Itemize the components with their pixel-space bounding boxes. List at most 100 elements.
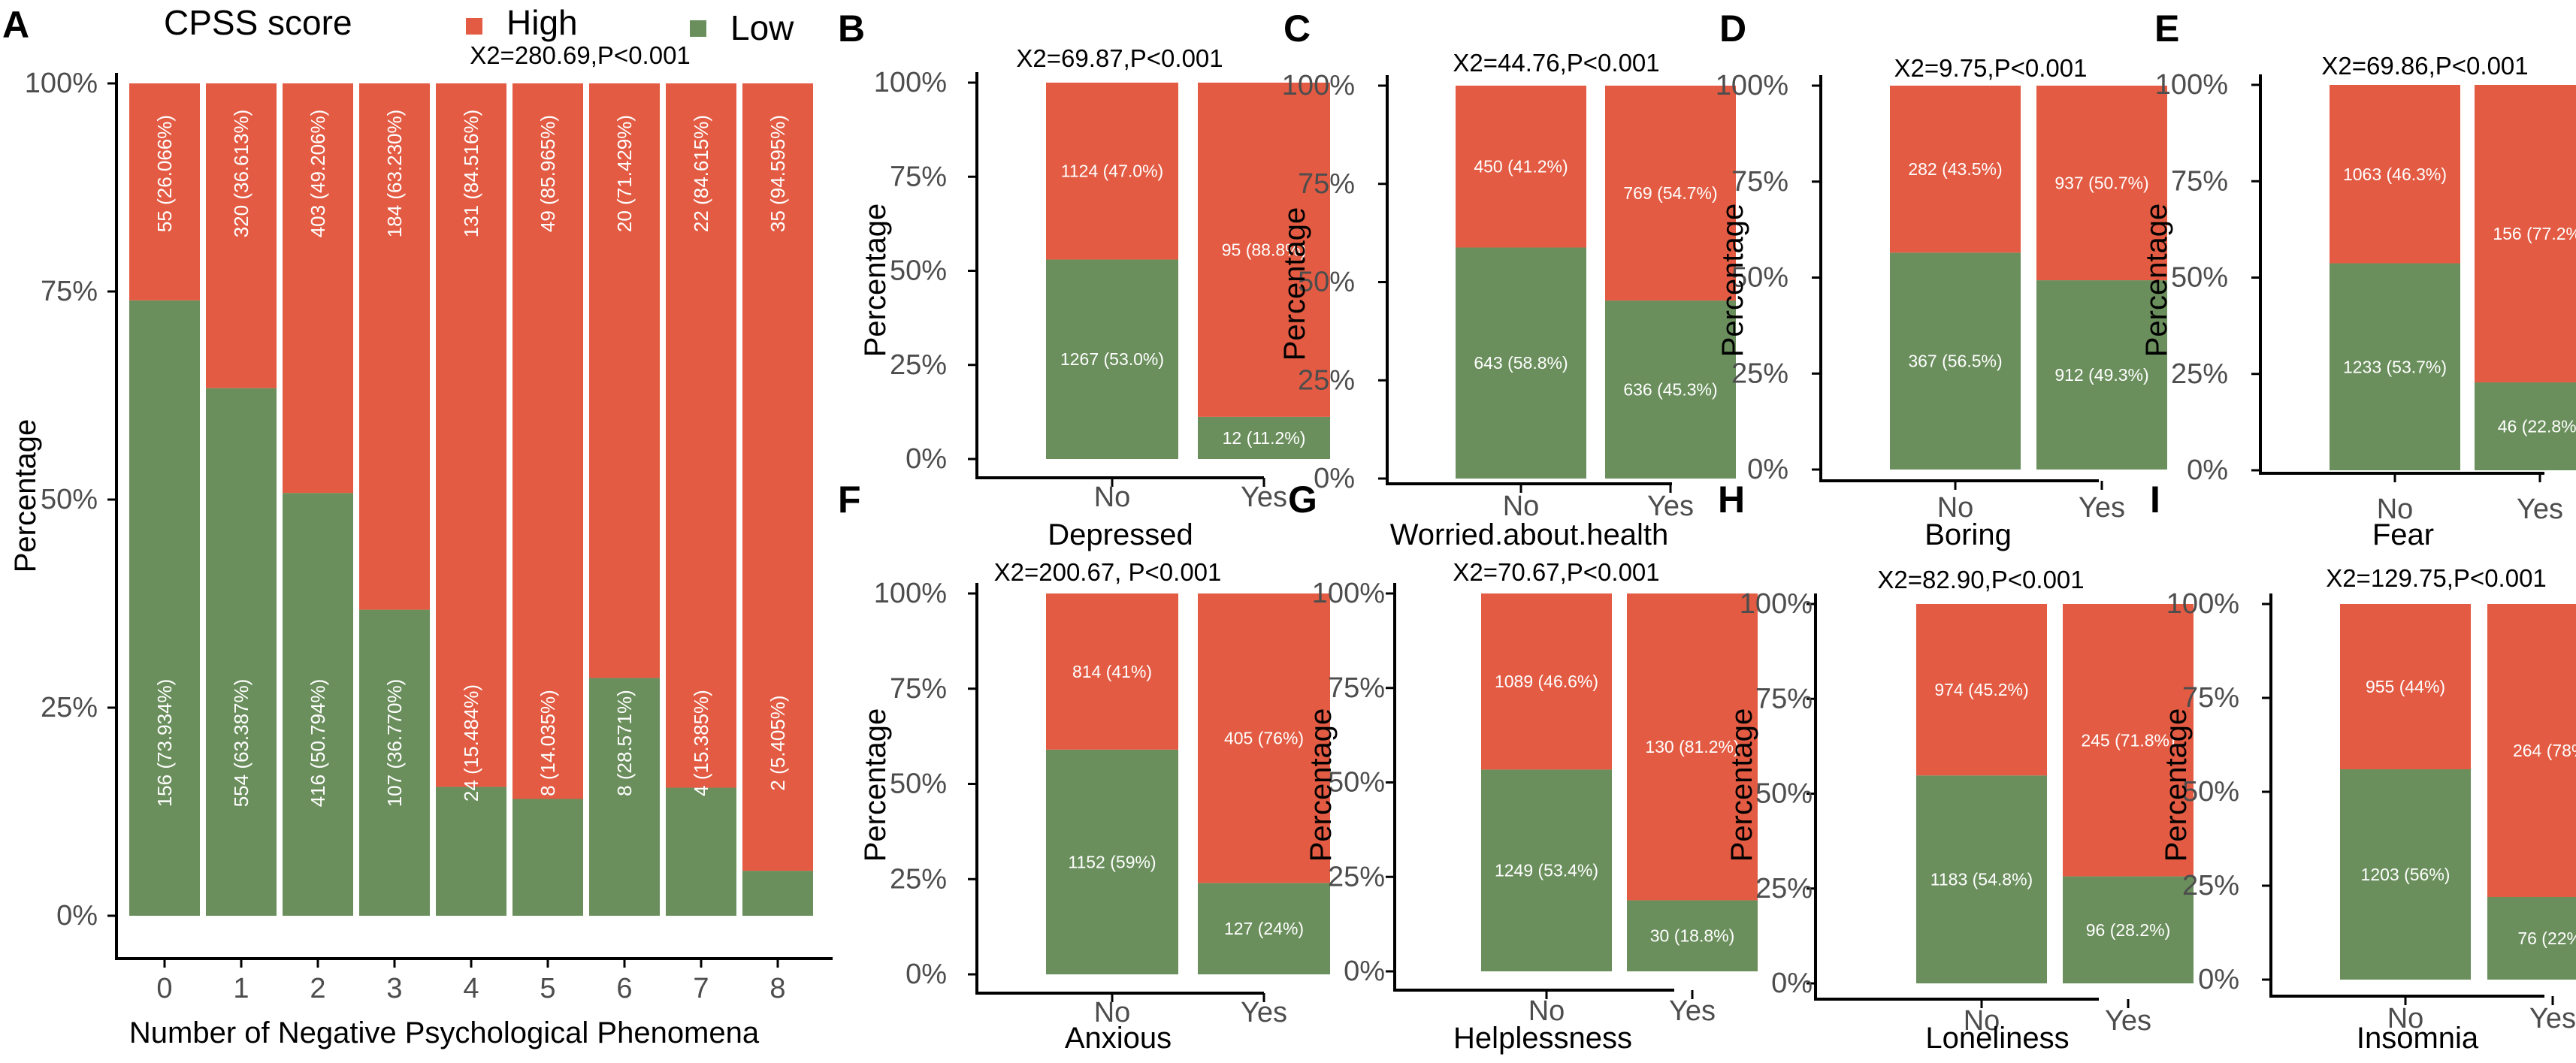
bar-low <box>2063 876 2194 983</box>
y-tick-label: 0% <box>906 443 947 475</box>
bar-low-label: 1183 (54.8%) <box>1930 870 2033 889</box>
x-tick-label: Yes <box>2079 492 2125 524</box>
y-tick-label: 0% <box>1747 454 1788 485</box>
panel-stat-title: X2=44.76,P<0.001 <box>1453 49 1659 77</box>
y-tick-label: 0% <box>906 959 947 990</box>
bar-high <box>666 83 736 788</box>
x-tick-label: Yes <box>1241 482 1287 513</box>
axes <box>975 583 1264 995</box>
bar-low <box>1046 259 1178 459</box>
bar-low-label: 12 (11.2%) <box>1223 428 1306 448</box>
x-tick-label: 5 <box>540 973 555 1004</box>
bar-low <box>1605 300 1736 479</box>
bar-high <box>1916 604 2047 776</box>
bar-low-label: 127 (24%) <box>1224 919 1304 938</box>
x-tick-label: Yes <box>1647 491 1694 522</box>
axes <box>1819 75 2099 482</box>
bar-high <box>1046 83 1178 260</box>
bar-high <box>512 83 583 799</box>
legend: CPSS score High Low <box>164 3 794 47</box>
panel-e: E X2=69.86,P<0.001 1233 (53.7%) 1063 (46.3%… <box>2140 8 2576 551</box>
bar-low-label: 1249 (53.4%) <box>1495 861 1598 880</box>
bar-high-label: 403 (49.206%) <box>307 110 329 238</box>
x-axis-label: Number of Negative Psychological Phenome… <box>129 1016 760 1049</box>
bar-low <box>2036 280 2167 470</box>
axes <box>2269 593 2544 998</box>
y-tick-label: 75% <box>41 276 98 307</box>
bar-high-label: 814 (41%) <box>1072 662 1152 681</box>
legend-high-label: High <box>506 3 578 42</box>
panel-stat-title: X2=280.69,P<0.001 <box>470 41 691 69</box>
panel-letter: I <box>2150 479 2160 521</box>
panel-d: D X2=9.75,P<0.001 367 (56.5%) 282 (43.5%) No… <box>1716 8 2167 551</box>
bar-high-label: 245 (71.8%) <box>2081 730 2175 750</box>
bar-low <box>589 678 660 916</box>
bar-low-label: 24 (15.484%) <box>460 684 482 802</box>
bar-high-label: 450 (41.2%) <box>1474 157 1568 177</box>
y-tick-label: 0% <box>2198 964 2239 995</box>
x-tick-label: 7 <box>693 973 709 1004</box>
y-tick-label: 50% <box>890 769 947 800</box>
panel-stat-title: X2=69.86,P<0.001 <box>2321 52 2528 80</box>
bar-high-label: 955 (44%) <box>2366 677 2445 696</box>
y-tick-label: 75% <box>1328 672 1385 704</box>
x-tick-label: 1 <box>233 973 249 1004</box>
bar-high-label: 974 (45.2%) <box>1934 680 2028 699</box>
bar-high-label: 769 (54.7%) <box>1623 183 1717 203</box>
bar-high-label: 20 (71.429%) <box>613 115 636 232</box>
y-tick-label: 25% <box>890 349 947 381</box>
bar-high <box>742 83 813 871</box>
x-tick-label: No <box>2387 1003 2424 1034</box>
x-tick-label: Yes <box>2529 1003 2576 1034</box>
bar-high-label: 282 (43.5%) <box>1908 159 2002 179</box>
bar-high <box>1198 593 1330 883</box>
panel-g: G X2=70.67,P<0.001 1249 (53.4%) 1089 (46.6%… <box>1288 479 1758 1055</box>
y-axis-label: Percentage <box>1278 207 1311 361</box>
legend-title: CPSS score <box>164 3 352 42</box>
bar-high <box>2340 604 2471 769</box>
y-tick-label: 25% <box>41 692 98 723</box>
y-tick-label: 75% <box>1298 168 1355 200</box>
x-tick-label: 4 <box>463 973 479 1004</box>
x-tick-label: No <box>1094 482 1131 513</box>
x-axis-label: Anxious <box>1065 1022 1172 1055</box>
bar-high-label: 320 (36.613%) <box>230 110 252 238</box>
y-axis-label: Percentage <box>1716 204 1749 358</box>
y-tick-label: 0% <box>1314 463 1355 494</box>
x-axis-label: Fear <box>2372 518 2434 551</box>
y-axis-label: Percentage <box>2140 204 2173 358</box>
y-tick-label: 100% <box>874 578 947 609</box>
x-axis-label: Helplessness <box>1453 1022 1632 1055</box>
bar-low-label: 76 (22%) <box>2517 929 2576 948</box>
y-tick-label: 50% <box>41 484 98 515</box>
y-tick-label: 100% <box>25 68 98 99</box>
panel-letter: A <box>2 4 29 46</box>
bar-high <box>2036 86 2167 281</box>
x-axis-label: Worried.about.health <box>1390 518 1669 551</box>
y-tick-label: 50% <box>1298 267 1355 298</box>
bar-high <box>359 83 430 610</box>
bar-low <box>1198 416 1330 459</box>
y-tick-label: 25% <box>2171 358 2228 390</box>
panel-a: A X2=280.69,P<0.001 156 (73.934%) 55 (26.06… <box>2 4 833 1049</box>
bar-high <box>206 83 277 388</box>
panel-i: I X2=129.75,P<0.001 1203 (56%) 955 (44%) No 7… <box>2150 479 2576 1055</box>
panel-b: B X2=69.87,P<0.001 1267 (53.0%) 1124 (47.0%… <box>838 8 1330 551</box>
legend-low-swatch <box>690 20 706 37</box>
bar-high <box>2330 85 2460 264</box>
bar-high <box>1890 86 2021 253</box>
bar-low <box>129 300 200 916</box>
y-axis-label: Percentage <box>1725 708 1758 862</box>
y-tick-label: 0% <box>56 900 98 932</box>
bar-low <box>1046 749 1178 974</box>
bar-low <box>1916 775 2047 983</box>
bar-low <box>283 493 353 916</box>
axes <box>115 73 833 960</box>
y-tick-label: 100% <box>1312 578 1385 609</box>
bar-high-label: 1063 (46.3%) <box>2343 165 2447 184</box>
x-tick-label: 0 <box>156 973 172 1004</box>
y-tick-label: 50% <box>1731 262 1788 294</box>
y-tick-label: 0% <box>1771 968 1813 999</box>
y-tick-label: 75% <box>890 161 947 192</box>
x-tick-label: No <box>1937 492 1974 524</box>
